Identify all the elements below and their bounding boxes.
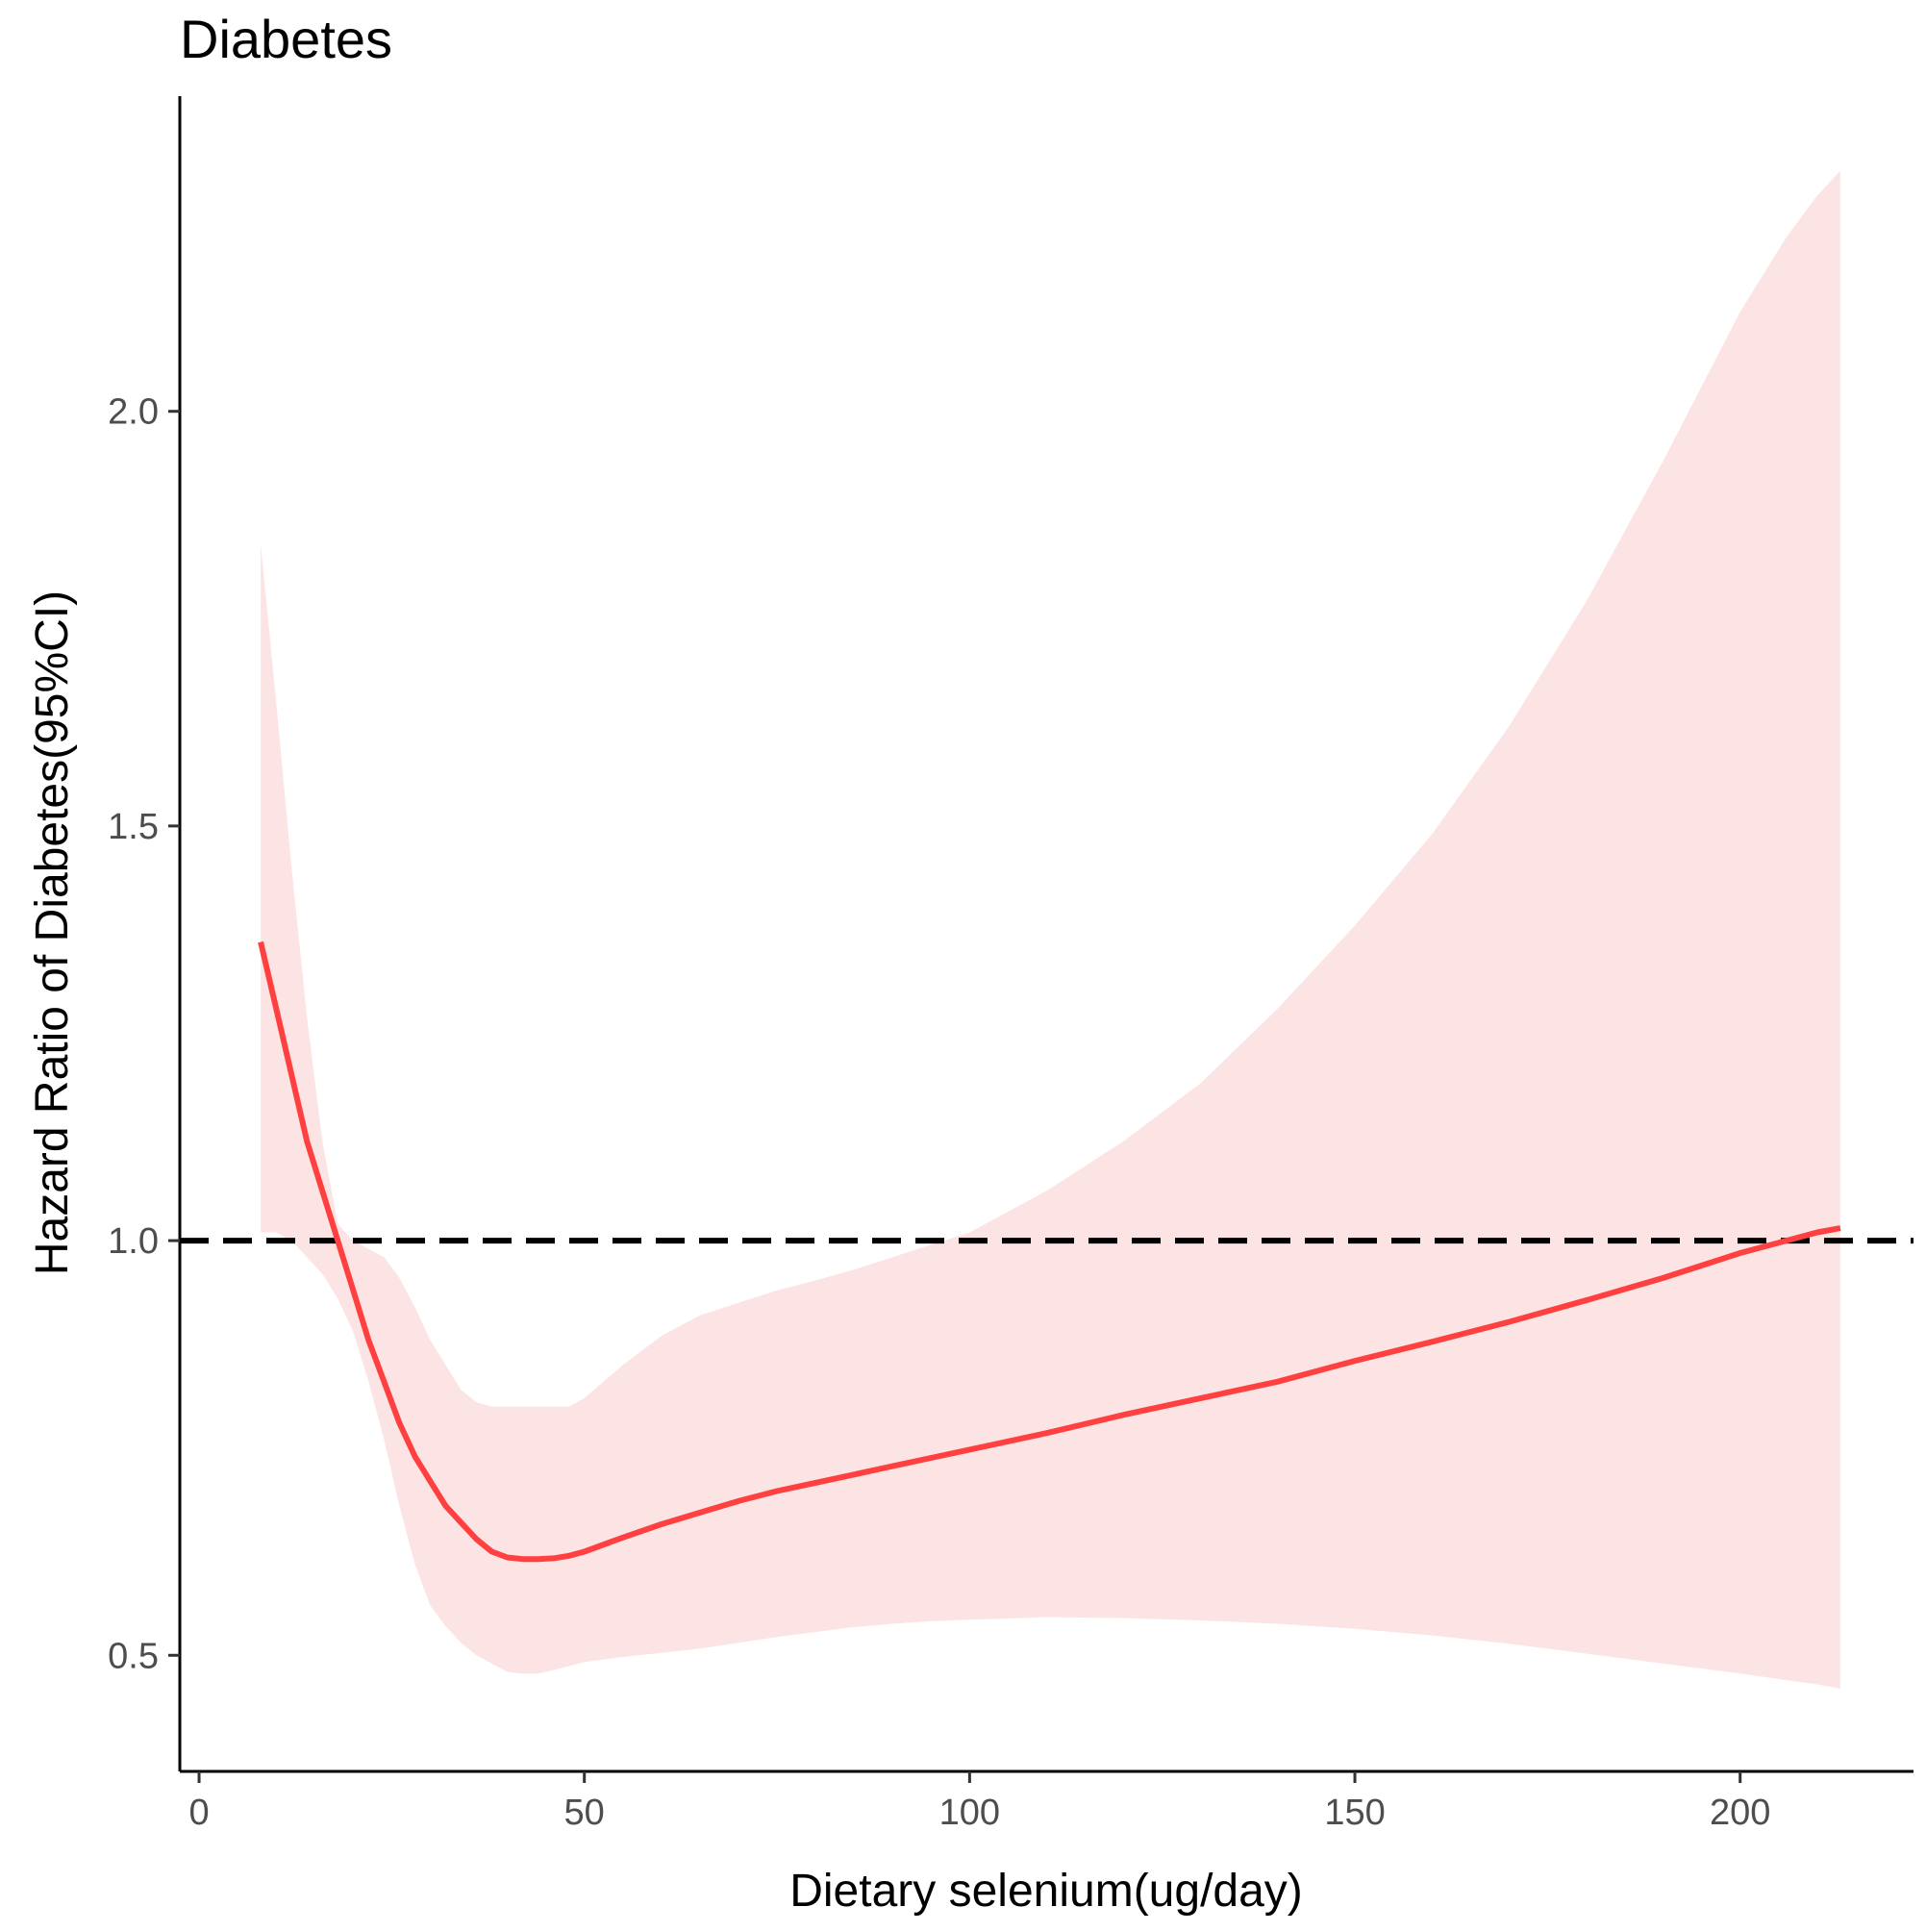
y-axis-title: Hazard Ratio of Diabetes(95%CI)	[27, 590, 78, 1275]
chart-title: Diabetes	[180, 9, 392, 69]
y-tick-label: 2.0	[108, 392, 159, 433]
x-ticks: 0 50 100 150 200	[188, 1771, 1770, 1833]
y-ticks: 0.5 1.0 1.5 2.0	[108, 392, 180, 1676]
series-line-0	[258, 941, 1841, 1563]
x-tick-label: 0	[188, 1793, 209, 1833]
x-tick-label: 100	[939, 1793, 1000, 1833]
x-tick-label: 50	[564, 1793, 605, 1833]
y-tick-label: 1.0	[108, 1221, 159, 1262]
x-tick-label: 150	[1324, 1793, 1385, 1833]
y-tick-label: 1.5	[108, 807, 159, 847]
confidence-band-layer	[261, 170, 1840, 1689]
x-tick-label: 200	[1710, 1793, 1770, 1833]
confidence-band	[261, 170, 1840, 1689]
axes-layer	[178, 96, 1913, 1773]
x-axis-title: Dietary selenium(ug/day)	[789, 1866, 1303, 1917]
series-line-layer	[258, 941, 1841, 1563]
y-tick-label: 0.5	[108, 1636, 159, 1676]
